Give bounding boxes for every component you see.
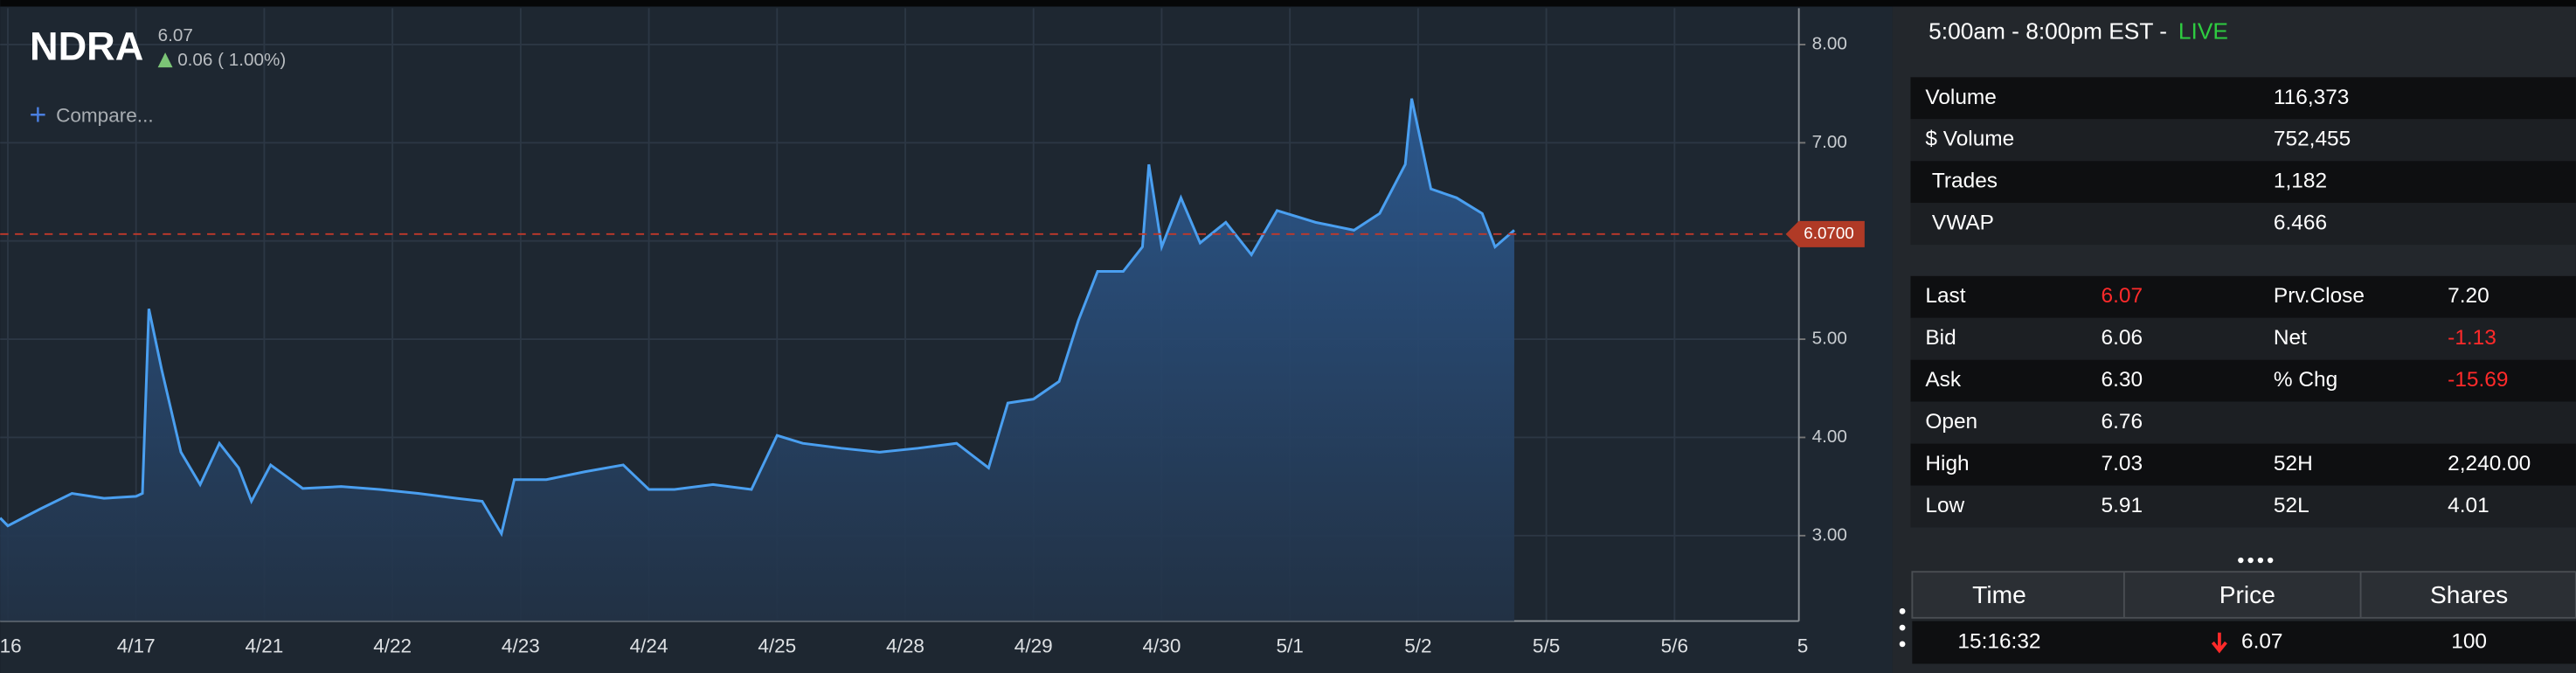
top-bar	[0, 0, 2576, 7]
price-line	[0, 98, 1515, 538]
x-tick-label: 4/21	[245, 635, 283, 657]
summary-label: Volume	[1925, 86, 1996, 109]
summary-row	[1910, 77, 2576, 120]
quote-label: Low	[1925, 494, 1964, 517]
quote-value: 7.03	[2102, 452, 2143, 475]
y-tick-label: 5.00	[1812, 329, 1847, 349]
x-tick-label: 4/30	[1143, 635, 1181, 657]
trade-cell: 6.07	[2241, 629, 2283, 653]
quote-row	[1910, 443, 2576, 486]
drag-handle-dot[interactable]	[1899, 641, 1906, 648]
summary-row	[1910, 119, 2576, 162]
quote-label: Open	[1925, 410, 1977, 434]
y-tick-label: 8.00	[1812, 33, 1847, 53]
x-tick-label: 4/17	[117, 635, 156, 657]
drag-handle-dot[interactable]	[1899, 624, 1906, 631]
quote-value: -15.69	[2448, 368, 2508, 392]
summary-label: VWAP	[1932, 212, 1994, 235]
x-tick-label: /16	[0, 635, 22, 657]
compare-button[interactable]: Compare...	[56, 104, 154, 126]
x-tick-label: 5/5	[1533, 635, 1560, 657]
summary-row	[1910, 161, 2576, 204]
quote-label: Last	[1925, 284, 1965, 308]
x-tick-label: 5	[1797, 635, 1809, 657]
last-price-tag	[1785, 220, 1865, 247]
chart: 3.004.005.006.007.008.00/164/174/214/224…	[0, 8, 1865, 657]
session-status: LIVE	[2178, 18, 2228, 45]
y-tick-label: 4.00	[1812, 427, 1847, 447]
quote-value: 2,240.00	[2448, 452, 2531, 475]
summary-value: 116,373	[2274, 86, 2349, 109]
panel: 5:00am - 8:00pm EST - LIVE Volume 116,373 $…	[1899, 18, 2576, 664]
summary-label: $ Volume	[1925, 128, 2014, 151]
quote-label: Bid	[1925, 326, 1956, 350]
quote-label: 52H	[2274, 452, 2313, 475]
quote-label: Ask	[1925, 368, 1962, 392]
resize-dot[interactable]	[2257, 557, 2264, 564]
y-tick-label: 7.00	[1812, 132, 1847, 152]
quote-label: Net	[2274, 326, 2307, 350]
symbol: NDRA	[30, 24, 143, 68]
quote-value: 7.20	[2448, 284, 2489, 308]
resize-dot[interactable]	[2238, 557, 2244, 564]
change: 0.06 ( 1.00%)	[177, 50, 286, 70]
trades-column[interactable]: Time	[1972, 580, 2026, 608]
down-arrow	[2211, 632, 2227, 654]
x-tick-label: 4/22	[373, 635, 412, 657]
trades-column[interactable]: Price	[2219, 580, 2275, 608]
x-tick-label: 5/6	[1661, 635, 1688, 657]
quote-label: % Chg	[2274, 368, 2337, 392]
trade-cell: 100	[2451, 629, 2487, 653]
quote-label: Prv.Close	[2274, 284, 2365, 308]
summary-value: 6.466	[2274, 212, 2327, 235]
summary-value: 752,455	[2274, 128, 2351, 151]
x-tick-label: 4/23	[502, 635, 540, 657]
quote-row	[1910, 317, 2576, 360]
quote-row	[1910, 401, 2576, 444]
trades-header	[1911, 571, 2576, 619]
last-price-label: 6.0700	[1804, 224, 1853, 242]
x-tick-label: 4/24	[630, 635, 668, 657]
quote-label: 52L	[2274, 494, 2309, 517]
quote-row	[1910, 485, 2576, 528]
trades-column[interactable]: Shares	[2430, 580, 2508, 608]
quote-label: High	[1925, 452, 1969, 475]
quote-value: -1.13	[2448, 326, 2496, 350]
quote-value: 5.91	[2102, 494, 2143, 517]
up-arrow	[157, 52, 173, 68]
summary-row	[1910, 203, 2576, 246]
resize-dot[interactable]	[2267, 557, 2274, 564]
summary-label: Trades	[1932, 170, 1998, 193]
x-tick-label: 5/1	[1276, 635, 1303, 657]
quote-value: 6.07	[2102, 284, 2143, 308]
quote-row	[1910, 275, 2576, 318]
resize-dot[interactable]	[2247, 557, 2254, 564]
x-tick-label: 5/2	[1404, 635, 1431, 657]
quote-row	[1910, 359, 2576, 402]
x-tick-label: 4/25	[758, 635, 796, 657]
compare-plus[interactable]: +	[30, 98, 47, 131]
session-hours: 5:00am - 8:00pm EST -	[1929, 18, 2173, 45]
trade-row	[1912, 621, 2576, 664]
x-tick-label: 4/29	[1014, 635, 1053, 657]
quote-value: 4.01	[2448, 494, 2489, 517]
x-tick-label: 4/28	[886, 635, 924, 657]
quote-value: 6.30	[2102, 368, 2143, 392]
trade-cell: 15:16:32	[1957, 629, 2040, 653]
y-tick-label: 3.00	[1812, 524, 1847, 545]
drag-handle-dot[interactable]	[1899, 607, 1906, 614]
quote-value: 6.76	[2102, 410, 2143, 434]
summary-value: 1,182	[2274, 170, 2327, 193]
price: 6.07	[158, 25, 193, 45]
quote-value: 6.06	[2102, 326, 2143, 350]
